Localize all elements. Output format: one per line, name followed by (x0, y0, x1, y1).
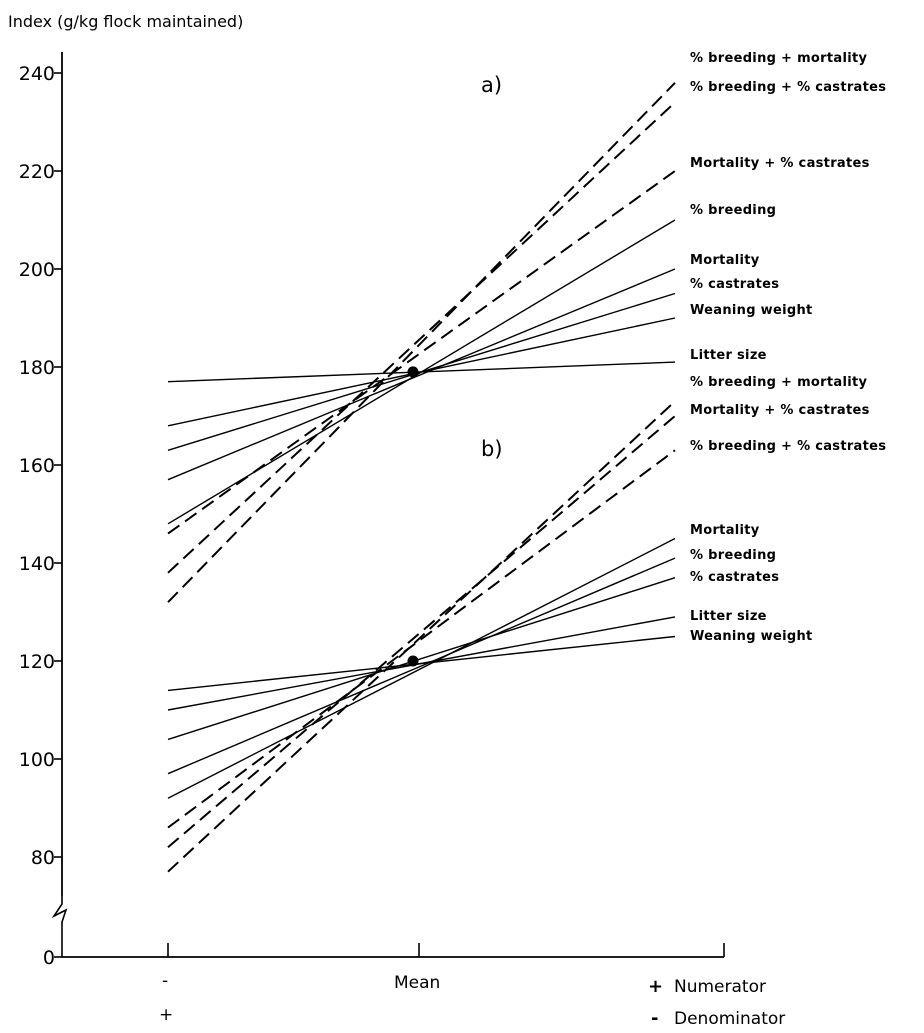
denominator-sign: - (651, 1008, 658, 1029)
series-line-b-pct-breeding-mortality (167, 400, 676, 873)
series-label-a-mortality-pct-castrates: Mortality + % castrates (690, 156, 870, 171)
mean-point-a (407, 366, 419, 378)
series-label-a-pct-breeding-mortality: % breeding + mortality (690, 51, 867, 66)
series-label-a-pct-castrates: % castrates (690, 277, 779, 292)
numerator-sign: + (648, 976, 663, 997)
series-line-a-pct-breeding-mortality (167, 82, 676, 603)
axes: 240 220 200 180 160 140 120 100 80 0 (19, 52, 725, 969)
series-labels: % breeding + mortality % breeding + % cas… (690, 51, 886, 644)
series-label-b-litter-size: Litter size (690, 609, 767, 624)
panel-a-label: a) (481, 73, 502, 97)
series-label-b-pct-breeding: % breeding (690, 548, 776, 563)
series-label-a-litter-size: Litter size (690, 348, 767, 363)
series-line-a-mortality (167, 268, 676, 481)
series-line-a-litter-size (167, 361, 676, 383)
series-label-b-pct-breeding-pct-castrates: % breeding + % castrates (690, 439, 886, 454)
y-tick-label-100: 100 (19, 749, 55, 771)
series-line-b-mortality (167, 537, 676, 799)
numerator-label: Numerator (674, 977, 766, 997)
series-line-b-pct-castrates (167, 577, 676, 741)
series-line-b-weaning-weight (167, 635, 676, 692)
x-tick-minus: - (162, 971, 168, 991)
y-tick-label-220: 220 (19, 161, 55, 183)
series-label-b-weaning-weight: Weaning weight (690, 629, 813, 644)
series-label-b-mortality: Mortality (690, 523, 760, 538)
series-label-a-weaning-weight: Weaning weight (690, 303, 813, 318)
series-label-b-pct-castrates: % castrates (690, 570, 779, 585)
y-tick-label-200: 200 (19, 259, 55, 281)
y-axis-title: Index (g/kg flock maintained) (8, 12, 243, 31)
x-tick-plus: + (159, 1005, 173, 1025)
panel-b-label: b) (481, 437, 503, 461)
axis-break-mark (51, 896, 68, 957)
series-label-a-mortality: Mortality (690, 253, 760, 268)
series-line-b-mortality-pct-castrates (167, 415, 676, 848)
y-tick-label-240: 240 (19, 63, 55, 85)
denominator-label: Denominator (674, 1009, 785, 1029)
y-tick-label-160: 160 (19, 455, 55, 477)
y-tick-label-120: 120 (19, 651, 55, 673)
series-label-a-pct-breeding: % breeding (690, 203, 776, 218)
series-label-b-pct-breeding-mortality: % breeding + mortality (690, 375, 867, 390)
y-tick-label-180: 180 (19, 357, 55, 379)
series-line-a-mortality-pct-castrates (167, 170, 676, 535)
series-label-a-pct-breeding-pct-castrates: % breeding + % castrates (690, 80, 886, 95)
series-label-b-mortality-pct-castrates: Mortality + % castrates (690, 403, 870, 418)
x-tick-mean: Mean (394, 973, 440, 993)
mean-point-b (407, 655, 419, 667)
series-lines (167, 82, 676, 873)
series-line-a-pct-breeding-pct-castrates (167, 101, 676, 574)
series-line-b-pct-breeding-pct-castrates (167, 449, 676, 829)
y-tick-label-0: 0 (43, 947, 55, 969)
y-tick-label-140: 140 (19, 553, 55, 575)
y-tick-label-80: 80 (31, 847, 55, 869)
series-line-b-pct-breeding (167, 557, 676, 775)
